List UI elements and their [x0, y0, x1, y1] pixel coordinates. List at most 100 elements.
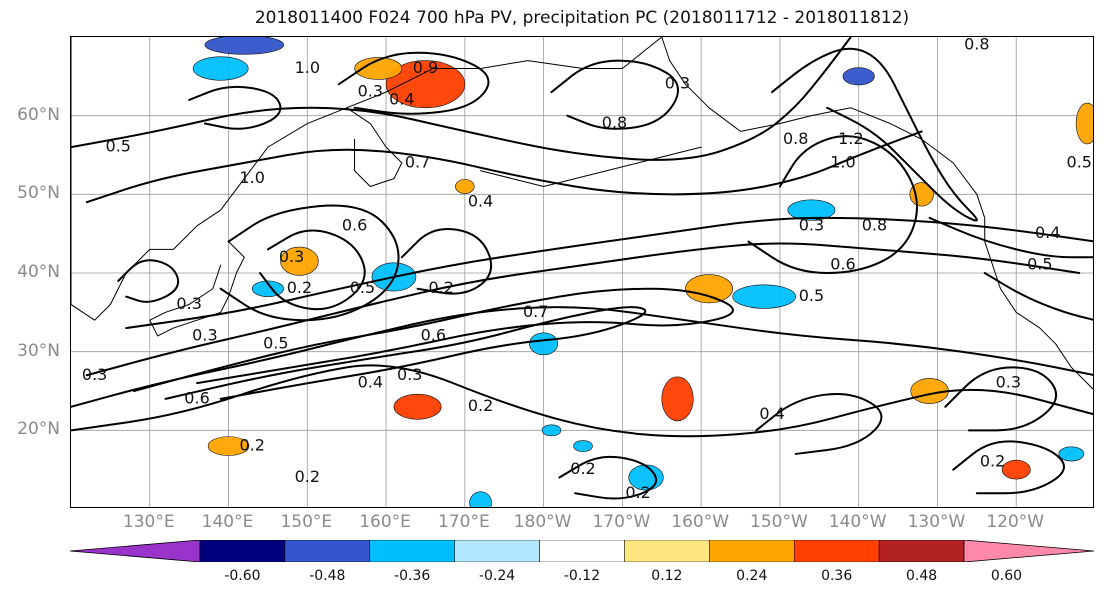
precip-shading-north-pacific-1: [204, 37, 284, 55]
longitude-tick-label: 120°W: [986, 512, 1045, 532]
colorbar-tick-label: 0.48: [905, 568, 938, 584]
colorbar-bin: [284, 540, 371, 562]
longitude-tick-label: 150°W: [750, 512, 808, 532]
colorbar-tick-label: -0.48: [309, 568, 346, 584]
precip-shading-gulf-1: [787, 199, 836, 221]
contour-label: 1.0: [295, 58, 320, 77]
contour-label: 1.2: [838, 129, 863, 148]
longitude-tick-label: 130°E: [122, 512, 175, 532]
longitude-tick-label: 170°E: [437, 512, 490, 532]
contour-label: 0.3: [665, 74, 690, 93]
pv-contour-0-4: [85, 242, 1081, 377]
precip-shading-alaska: [1075, 102, 1093, 145]
contour-label: 0.7: [523, 302, 548, 321]
pv-contour-1-2: [771, 47, 978, 222]
contour-label: 0.2: [239, 436, 264, 455]
contour-label: 0.4: [358, 373, 383, 392]
contour-label: 0.5: [263, 333, 288, 352]
contour-label: 0.4: [468, 192, 493, 211]
contour-label: 0.5: [1067, 152, 1092, 171]
colorbar-graphic: [70, 540, 1094, 562]
pv-contour-0-2: [952, 440, 1065, 495]
colorbar-tick-label: 0.36: [821, 568, 853, 584]
contour-label: 0.2: [570, 459, 595, 478]
colorbar-bin: [624, 540, 710, 562]
colorbar-tick-label: 0.60: [990, 568, 1023, 584]
colorbar-tick-label: -0.36: [394, 568, 431, 584]
contour-label: 0.8: [862, 215, 887, 234]
contour-label: 0.8: [602, 113, 627, 132]
pv-contour-0-3: [71, 306, 1093, 408]
colorbar-bin: [454, 540, 540, 562]
longitude-tick-label: 160°W: [671, 512, 730, 532]
latitude-tick-label: 50°N: [17, 183, 60, 204]
precip-shading-tropical-4: [1001, 459, 1031, 480]
pv-contour-0-7: [164, 306, 647, 400]
pv-contour-0-6: [133, 287, 734, 392]
pv-contour-0-3: [117, 259, 180, 303]
latitude-tick-label: 60°N: [17, 104, 60, 125]
pv-contour-0-3: [944, 366, 1058, 432]
pv-contour-0-8: [71, 37, 852, 161]
map-canvas: 1.0 0.5 0.9 0.3 0.4 0.7 1.0 0.8 0.3 0.4 0.6 0.3 0.2 0…: [71, 37, 1093, 507]
contour-label: 0.2: [980, 451, 1005, 470]
contour-label: 0.6: [342, 215, 367, 234]
contour-label: 0.2: [295, 467, 320, 486]
colorbar-bin: [878, 540, 965, 562]
longitude-tick-label: 130°W: [907, 512, 966, 532]
coastline-aleutians: [480, 146, 702, 187]
pv-contour-0-2: [558, 455, 658, 500]
pv-contour-1-0: [85, 130, 923, 204]
colorbar-bin: [369, 540, 455, 562]
precip-shading-tropical-8: [541, 424, 562, 437]
precip-shading-midlat-3: [732, 284, 796, 309]
contour-label: 0.2: [468, 396, 493, 415]
contour-label: 0.9: [413, 58, 438, 77]
contour-label: 0.3: [358, 82, 383, 101]
pv-contour-0-5: [983, 272, 1093, 321]
pv-contour-0-6: [188, 85, 282, 130]
contour-label: 0.3: [397, 365, 422, 384]
contour-label: 0.5: [106, 137, 131, 156]
pv-contour-0-4: [400, 227, 493, 295]
contour-label: 0.3: [279, 247, 304, 266]
latitude-tick-label: 20°N: [17, 419, 60, 440]
colorbar-tick-label: -0.60: [224, 568, 261, 584]
contour-label: 0.4: [1035, 223, 1060, 242]
precip-shading-midlat-1: [529, 332, 559, 356]
contour-label: 0.4: [389, 89, 414, 108]
precip-shading-kurils-3: [455, 179, 475, 194]
pv-contour-0-4: [928, 216, 1093, 259]
colorbar-bin: [539, 540, 625, 562]
contour-label: 0.3: [176, 294, 201, 313]
contour-label: 0.7: [405, 152, 430, 171]
precip-shading-tropical-9: [573, 440, 593, 452]
pv-contour-0-2: [755, 392, 883, 455]
longitude-tick-label: 180°W: [513, 512, 572, 532]
precip-shading-midlat-2: [685, 274, 733, 304]
contour-label: 0.4: [759, 404, 784, 423]
contour-label: 0.6: [421, 325, 446, 344]
precip-shading-kurils-2: [280, 246, 319, 276]
colorbar-tick-label: 0.24: [736, 568, 768, 584]
coastline-asia: [71, 37, 663, 321]
colorbar-bin: [199, 540, 286, 562]
colorbar-left-extension: [70, 540, 201, 562]
contour-label: 0.3: [82, 365, 107, 384]
colorbar-bin: [793, 540, 880, 562]
precip-shading-north-pacific-2: [192, 56, 249, 81]
longitude-tick-label: 170°W: [592, 512, 651, 532]
precip-shading-north-pacific-4: [354, 57, 403, 80]
latitude-tick-label: 30°N: [17, 340, 60, 361]
page-title: 2018011400 F024 700 hPa PV, precipitatio…: [254, 8, 910, 28]
longitude-tick-label: 140°W: [828, 512, 887, 532]
colorbar-tick-label: 0.12: [651, 568, 683, 584]
longitude-tick-label: 160°E: [359, 512, 411, 532]
contour-label: 0.8: [783, 129, 808, 148]
precip-shading-tropical-6: [469, 491, 492, 507]
precip-shading-east-pacific: [1058, 446, 1085, 462]
colorbar-tick-label: -0.24: [478, 568, 516, 584]
contour-label: 0.5: [799, 286, 824, 305]
precip-shading-gulf-2: [842, 67, 875, 86]
